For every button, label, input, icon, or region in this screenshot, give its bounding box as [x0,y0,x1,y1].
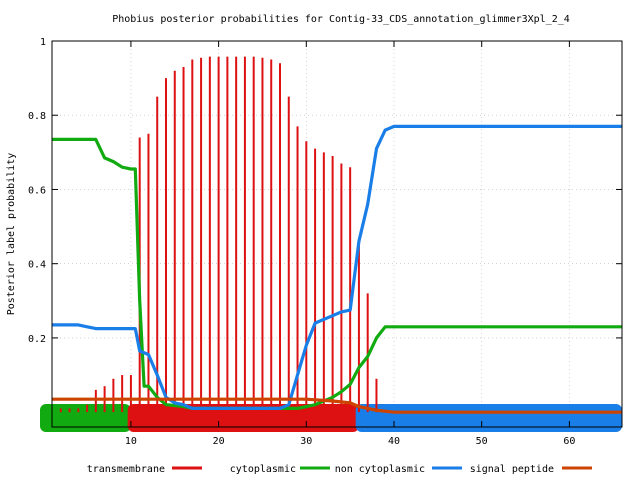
series-line-signal-peptide [52,397,622,414]
series-line-cytoplasmic [52,137,622,410]
segment-cytoplasmic [40,404,131,432]
legend: transmembrane cytoplasmic non cytoplasmic s… [87,464,592,475]
series-line-non-cytoplasmic [52,124,622,410]
x-tick-label: 40 [388,436,400,447]
x-tick-label: 10 [125,436,137,447]
x-tick-label: 50 [476,436,488,447]
chart-title: Phobius posterior probabilities for Cont… [112,14,570,25]
y-axis-label: Posterior label probability [6,153,17,316]
segment-non-cytoplasmic [355,404,622,432]
transmembrane-impulses [59,56,378,413]
y-tick-label: 0.2 [28,334,46,345]
series-lines [52,124,622,414]
x-tick-label: 20 [213,436,225,447]
plot-border [51,40,623,428]
y-tick-label: 1 [40,37,46,48]
legend-label-non-cytoplasmic: non cytoplasmic [335,464,425,475]
x-tick-label: 30 [300,436,312,447]
y-tick-label: 0.4 [28,260,46,271]
legend-label-transmembrane: transmembrane [87,464,165,475]
legend-label-signal-peptide: signal peptide [470,464,554,475]
y-tick-label: 0.6 [28,185,46,196]
axis-ticks: 10 20 30 40 50 60 0.2 0.4 0.6 0.8 1 [28,37,622,447]
topology-segments [40,404,622,432]
segment-transmembrane [127,404,359,432]
y-tick-label: 0.8 [28,111,46,122]
x-tick-label: 60 [563,436,575,447]
legend-label-cytoplasmic: cytoplasmic [230,464,296,475]
